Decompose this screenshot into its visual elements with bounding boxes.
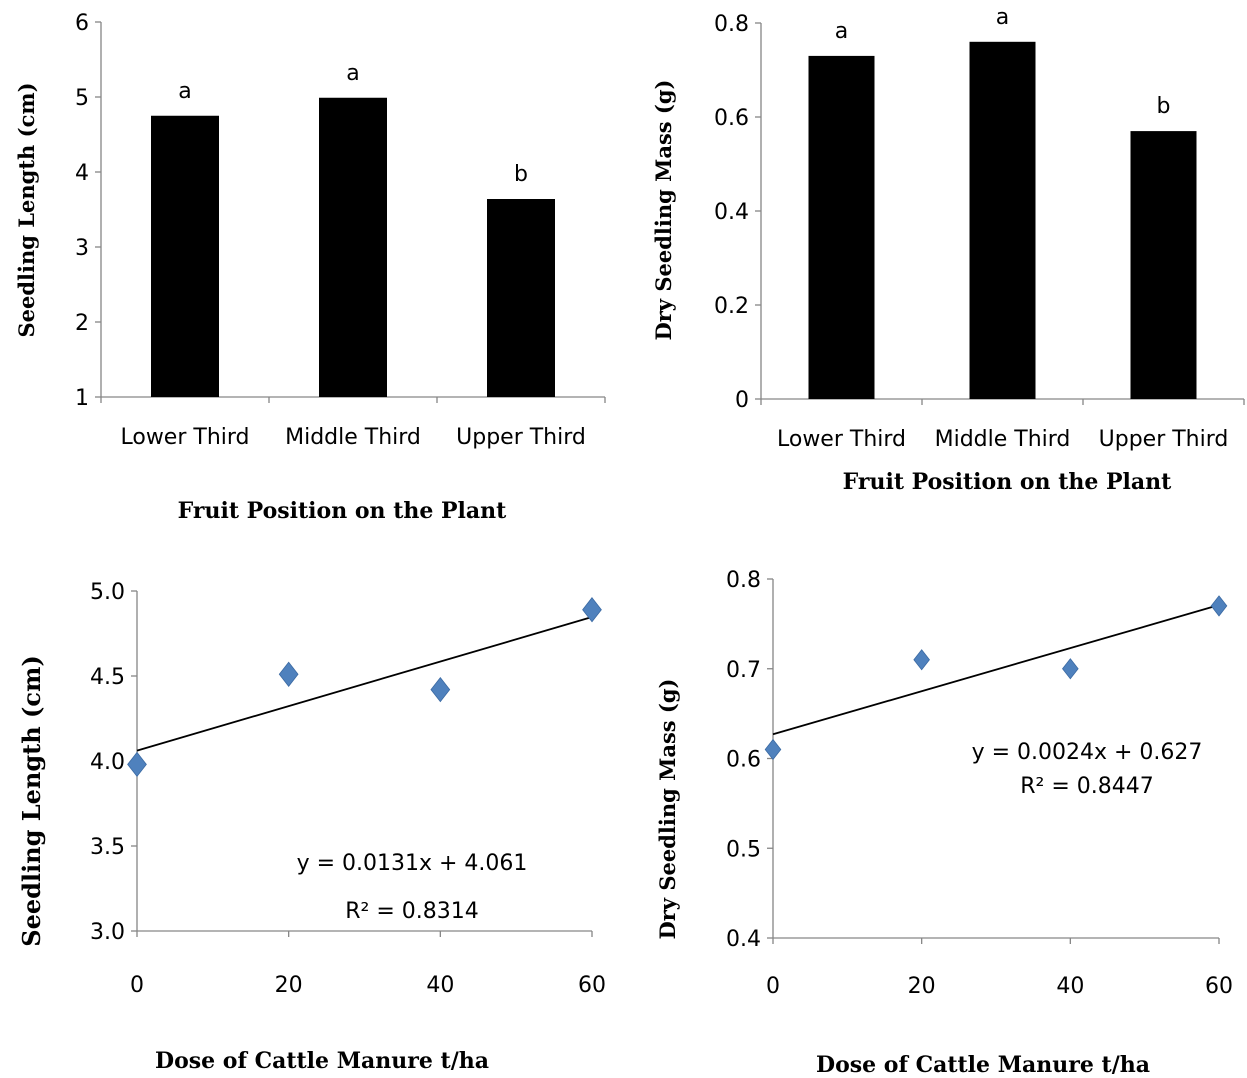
x-category-label: Middle Third <box>285 425 421 450</box>
y-tick-label: 1 <box>75 386 89 411</box>
y-tick-label: 5 <box>75 86 89 111</box>
x-category-label: Middle Third <box>935 427 1071 452</box>
y-axis-label: Seedling Length (cm) <box>17 655 46 946</box>
data-point-marker <box>1210 595 1228 617</box>
x-category-label: Lower Third <box>777 427 906 452</box>
bar <box>487 199 555 397</box>
significance-letter: a <box>996 5 1009 30</box>
y-tick-label: 3.0 <box>90 920 125 945</box>
significance-letter: a <box>346 61 359 86</box>
x-category-label: Lower Third <box>120 425 249 450</box>
x-tick-label: 40 <box>1056 974 1084 999</box>
x-axis-label: Fruit Position on the Plant <box>178 498 508 524</box>
data-point-marker <box>913 649 930 671</box>
bar <box>808 55 875 400</box>
trendline <box>136 616 593 752</box>
y-axis-label: Dry Seedling Mass (g) <box>651 80 676 341</box>
r-squared: R² = 0.8314 <box>345 899 479 924</box>
significance-letter: b <box>1157 94 1171 119</box>
chart-dry-mass-by-position: 0 0.2 0.4 0.6 0.8 a Lower Third a Middle Third b U… <box>623 0 1247 539</box>
scatter-chart-svg: 3.0 3.5 4.0 4.5 5.0 0 20 40 60 Seedling Length (… <box>17 580 606 1074</box>
bar <box>1130 131 1197 399</box>
x-tick-label: 0 <box>130 973 144 998</box>
scatter-chart-svg: 0.4 0.5 0.6 0.7 0.8 0 20 40 60 Dry Seedling Mass… <box>655 568 1233 1078</box>
x-tick-label: 20 <box>908 974 936 999</box>
y-tick-label: 4.0 <box>90 750 125 775</box>
y-tick-label: 4.5 <box>90 665 125 690</box>
y-axis-label: Seedling Length (cm) <box>14 82 39 337</box>
x-axis-label: Fruit Position on the Plant <box>843 469 1173 495</box>
chart-seedling-length-by-position: 1 2 3 4 5 6 a Lower Third a Middle Third b Upper Th… <box>0 0 623 539</box>
y-tick-label: 0.6 <box>726 748 761 773</box>
x-tick-label: 40 <box>426 973 454 998</box>
data-point-marker <box>430 676 451 703</box>
trendline <box>772 604 1220 736</box>
data-point-marker <box>278 661 299 687</box>
y-tick-label: 0.8 <box>726 568 761 593</box>
y-tick-label: 0 <box>735 388 749 413</box>
y-tick-label: 0.5 <box>726 837 761 862</box>
x-axis-label: Dose of Cattle Manure t/ha <box>816 1052 1150 1078</box>
x-category-label: Upper Third <box>456 425 586 450</box>
bar-chart-svg: 0 0.2 0.4 0.6 0.8 a Lower Third a Middle Third b U… <box>651 5 1245 495</box>
trendline-equation: y = 0.0024x + 0.627 <box>972 740 1203 765</box>
y-tick-label: 0.2 <box>714 294 749 319</box>
y-tick-label: 3.5 <box>90 835 125 860</box>
data-point-marker <box>1062 658 1079 680</box>
x-tick-label: 20 <box>275 973 303 998</box>
y-tick-label: 0.4 <box>726 927 761 952</box>
trendline-equation: y = 0.0131x + 4.061 <box>297 851 528 876</box>
y-tick-label: 4 <box>75 161 89 186</box>
y-tick-label: 0.6 <box>714 106 749 131</box>
significance-letter: a <box>835 19 848 44</box>
data-point-marker <box>764 738 782 761</box>
y-tick-label: 0.7 <box>726 658 761 683</box>
chart-seedling-length-vs-manure: 3.0 3.5 4.0 4.5 5.0 0 20 40 60 Seedling Length (… <box>0 539 623 1078</box>
r-squared: R² = 0.8447 <box>1020 774 1154 799</box>
chart-dry-mass-vs-manure: 0.4 0.5 0.6 0.7 0.8 0 20 40 60 Dry Seedling Mass… <box>623 539 1247 1078</box>
x-category-label: Upper Third <box>1099 427 1229 452</box>
bar <box>969 41 1036 400</box>
x-tick-label: 0 <box>766 974 780 999</box>
y-tick-label: 0.8 <box>714 12 749 37</box>
significance-letter: b <box>514 162 528 187</box>
significance-letter: a <box>178 79 191 104</box>
y-axis-label: Dry Seedling Mass (g) <box>655 679 680 940</box>
x-tick-label: 60 <box>578 973 606 998</box>
bar-chart-svg: 1 2 3 4 5 6 a Lower Third a Middle Third b Upper Th… <box>14 11 606 524</box>
y-tick-label: 6 <box>75 11 89 36</box>
bar <box>151 115 219 397</box>
data-point-marker <box>582 597 602 623</box>
x-tick-label: 60 <box>1205 974 1233 999</box>
y-tick-label: 0.4 <box>714 200 749 225</box>
y-tick-label: 3 <box>75 236 89 261</box>
y-tick-label: 5.0 <box>90 580 125 605</box>
y-tick-label: 2 <box>75 311 89 336</box>
x-axis-label: Dose of Cattle Manure t/ha <box>155 1048 489 1074</box>
data-point-marker <box>127 751 147 778</box>
bar <box>319 97 387 397</box>
